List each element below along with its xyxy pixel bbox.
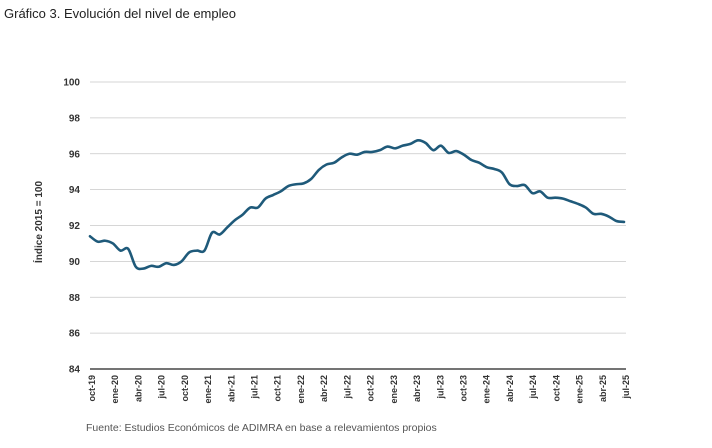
series-line [88,138,626,271]
grid-lines [90,81,626,370]
x-tick-label: ene-21 [203,375,213,404]
y-axis-label: Índice 2015 = 100 [32,181,45,263]
x-tick-label: ene-25 [575,375,585,404]
x-tick-label: oct-22 [366,375,376,402]
x-tick-label: jul-23 [435,375,445,400]
x-tick-label: abr-22 [319,375,329,402]
chart-title: Gráfico 3. Evolución del nivel de empleo [4,6,236,21]
y-tick-label: 94 [69,185,81,196]
y-tick-label: 84 [69,365,81,376]
x-tick-label: abr-25 [598,375,608,402]
y-tick-labels: 84 86 88 90 92 94 96 98 100 [63,78,80,376]
source-note: Fuente: Estudios Económicos de ADIMRA en… [86,422,437,434]
x-tick-label: jul-25 [621,375,631,400]
x-tick-label: abr-24 [505,375,515,402]
y-tick-label: 100 [63,78,80,89]
y-tick-label: 98 [69,113,81,124]
x-tick-label: oct-20 [180,375,190,402]
x-tick-label: ene-22 [296,375,306,404]
x-tick-labels: oct-19 ene-20 abr-20 jul-20 oct-20 ene-21 abr-… [87,375,631,404]
x-tick-label: oct-19 [87,375,97,402]
y-tick-label: 86 [69,329,81,340]
series-layer [88,138,626,271]
x-tick-label: jul-22 [342,375,352,400]
x-tick-label: abr-23 [412,375,422,402]
x-tick-label: jul-21 [250,375,260,400]
y-tick-label: 88 [69,293,81,304]
x-tick-label: ene-24 [482,375,492,404]
x-tick-label: abr-21 [226,375,236,402]
x-tick-label: oct-24 [551,375,561,402]
y-tick-label: 96 [69,149,81,160]
x-tick-label: abr-20 [133,375,143,402]
line-chart: 84 86 88 90 92 94 96 98 100 oct-19 ene-20 abr-20 ju… [32,78,631,404]
x-tick-label: ene-20 [110,375,120,404]
x-tick-label: jul-20 [157,375,167,400]
x-tick-label: ene-23 [389,375,399,404]
y-tick-label: 92 [69,221,81,232]
x-tick-label: oct-23 [458,375,468,402]
x-tick-label: oct-21 [273,375,283,402]
x-tick-label: jul-24 [528,375,538,400]
y-tick-label: 90 [69,257,81,268]
